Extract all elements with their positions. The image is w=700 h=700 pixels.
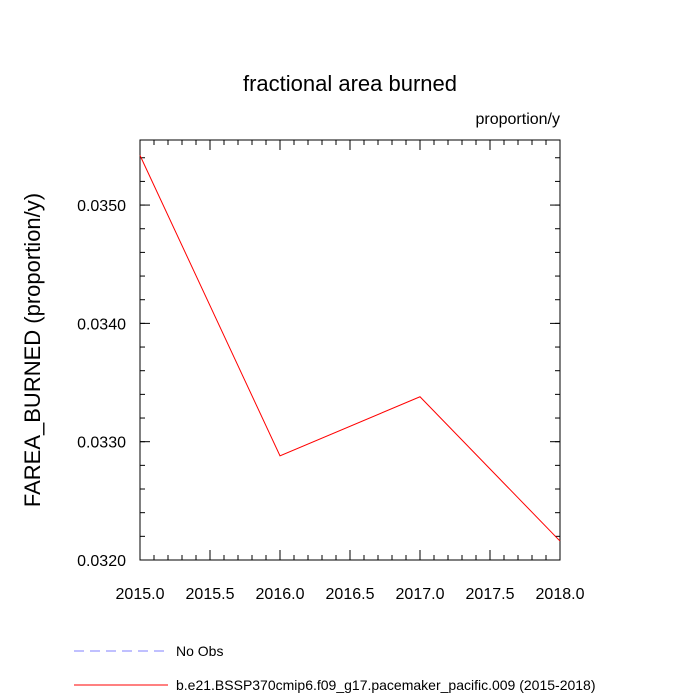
x-tick-label: 2018.0	[536, 586, 585, 603]
x-tick-label: 2017.5	[466, 586, 515, 603]
legend-label: No Obs	[176, 643, 223, 659]
legend: No Obs b.e21.BSSP370cmip6.f09_g17.pacemak…	[74, 643, 596, 693]
chart-title: fractional area burned	[243, 71, 457, 96]
x-tick-label: 2015.5	[186, 586, 235, 603]
x-tick-label: 2016.5	[326, 586, 375, 603]
legend-label: b.e21.BSSP370cmip6.f09_g17.pacemaker_pac…	[176, 677, 596, 693]
y-tick-label: 0.0330	[77, 435, 126, 452]
y-tick-label: 0.0350	[77, 198, 126, 215]
x-tick-label: 2015.0	[116, 586, 165, 603]
series-layer	[139, 155, 561, 542]
y-axis-label: FAREA_BURNED (proportion/y)	[20, 193, 45, 507]
y-tick-label: 0.0320	[77, 553, 126, 570]
series-line	[139, 155, 561, 542]
x-tick-label: 2017.0	[396, 586, 445, 603]
y-tick-label: 0.0340	[77, 316, 126, 333]
x-tick-label: 2016.0	[256, 586, 305, 603]
axes: 2015.0 2015.5 2016.0 2016.5 2017.0 2017.5 2018…	[77, 139, 585, 603]
units-label: proportion/y	[476, 111, 561, 128]
plot-frame	[139, 139, 561, 561]
